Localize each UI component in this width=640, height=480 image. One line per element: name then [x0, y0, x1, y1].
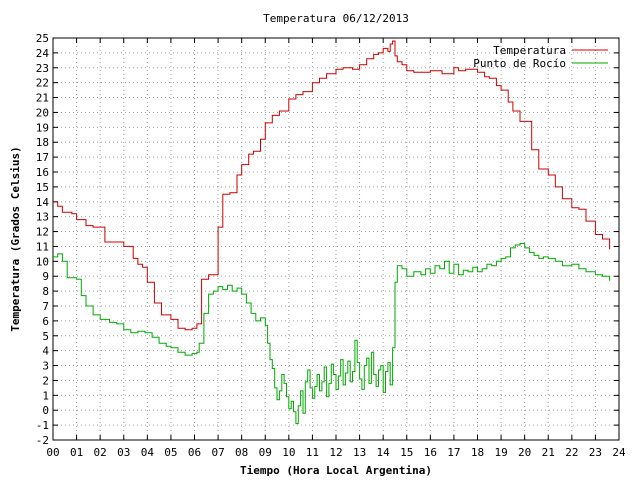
- chart-title: Temperatura 06/12/2013: [263, 12, 409, 25]
- x-tick-label: 21: [542, 446, 555, 459]
- y-axis-ticks: -2-1012345678910111213141516171819202122…: [36, 32, 619, 447]
- x-tick-label: 20: [518, 446, 531, 459]
- x-tick-label: 01: [70, 446, 83, 459]
- x-tick-label: 11: [306, 446, 319, 459]
- y-tick-label: 2: [42, 374, 49, 387]
- y-tick-label: 23: [36, 62, 49, 75]
- x-tick-label: 06: [188, 446, 201, 459]
- y-tick-label: 6: [42, 315, 49, 328]
- x-tick-label: 12: [329, 446, 342, 459]
- x-tick-label: 18: [471, 446, 484, 459]
- y-tick-label: 11: [36, 240, 49, 253]
- x-tick-label: 16: [424, 446, 437, 459]
- y-tick-label: 14: [36, 196, 50, 209]
- y-axis-label: Temperatura (Grados Celsius): [9, 146, 22, 331]
- legend-label-1: Punto de Rocío: [473, 57, 566, 70]
- x-tick-label: 09: [259, 446, 272, 459]
- x-tick-label: 23: [589, 446, 602, 459]
- series-line-1: [53, 243, 611, 425]
- x-tick-label: 10: [282, 446, 295, 459]
- y-tick-label: 15: [36, 181, 49, 194]
- y-tick-label: 20: [36, 106, 49, 119]
- x-tick-label: 15: [400, 446, 413, 459]
- y-tick-label: 5: [42, 330, 49, 343]
- y-tick-label: 1: [42, 389, 49, 402]
- x-tick-label: 00: [46, 446, 59, 459]
- x-axis-label: Tiempo (Hora Local Argentina): [240, 464, 432, 477]
- y-tick-label: 16: [36, 166, 49, 179]
- y-tick-label: 21: [36, 92, 49, 105]
- y-tick-label: 17: [36, 151, 49, 164]
- legend-label-0: Temperatura: [493, 44, 566, 57]
- x-tick-label: 22: [565, 446, 578, 459]
- y-tick-label: 19: [36, 121, 49, 134]
- y-tick-label: 25: [36, 32, 49, 45]
- y-tick-label: 10: [36, 255, 49, 268]
- x-tick-label: 19: [494, 446, 507, 459]
- y-tick-label: 0: [42, 404, 49, 417]
- y-tick-label: 22: [36, 77, 49, 90]
- series-lines: [53, 40, 611, 425]
- y-tick-label: 24: [36, 47, 50, 60]
- y-tick-label: 18: [36, 136, 49, 149]
- x-tick-label: 03: [117, 446, 130, 459]
- series-line-0: [53, 40, 611, 331]
- x-tick-label: 08: [235, 446, 248, 459]
- x-tick-label: 17: [447, 446, 460, 459]
- x-axis-ticks: 00 01 02 03 04 05 06 07 08 09 10 11 12 13 14 15 16 17 18 19…: [46, 38, 626, 459]
- y-tick-label: 9: [42, 270, 49, 283]
- x-tick-label: 14: [377, 446, 391, 459]
- y-tick-label: 3: [42, 360, 49, 373]
- y-tick-label: -1: [36, 419, 49, 432]
- y-tick-label: -2: [36, 434, 49, 447]
- y-tick-label: 13: [36, 211, 49, 224]
- y-tick-label: 12: [36, 226, 49, 239]
- y-tick-label: 7: [42, 300, 49, 313]
- y-tick-label: 4: [42, 345, 49, 358]
- x-tick-label: 02: [94, 446, 107, 459]
- x-tick-label: 04: [141, 446, 155, 459]
- x-tick-label: 13: [353, 446, 366, 459]
- x-tick-label: 24: [612, 446, 626, 459]
- y-tick-label: 8: [42, 285, 49, 298]
- x-tick-label: 07: [211, 446, 224, 459]
- x-tick-label: 05: [164, 446, 177, 459]
